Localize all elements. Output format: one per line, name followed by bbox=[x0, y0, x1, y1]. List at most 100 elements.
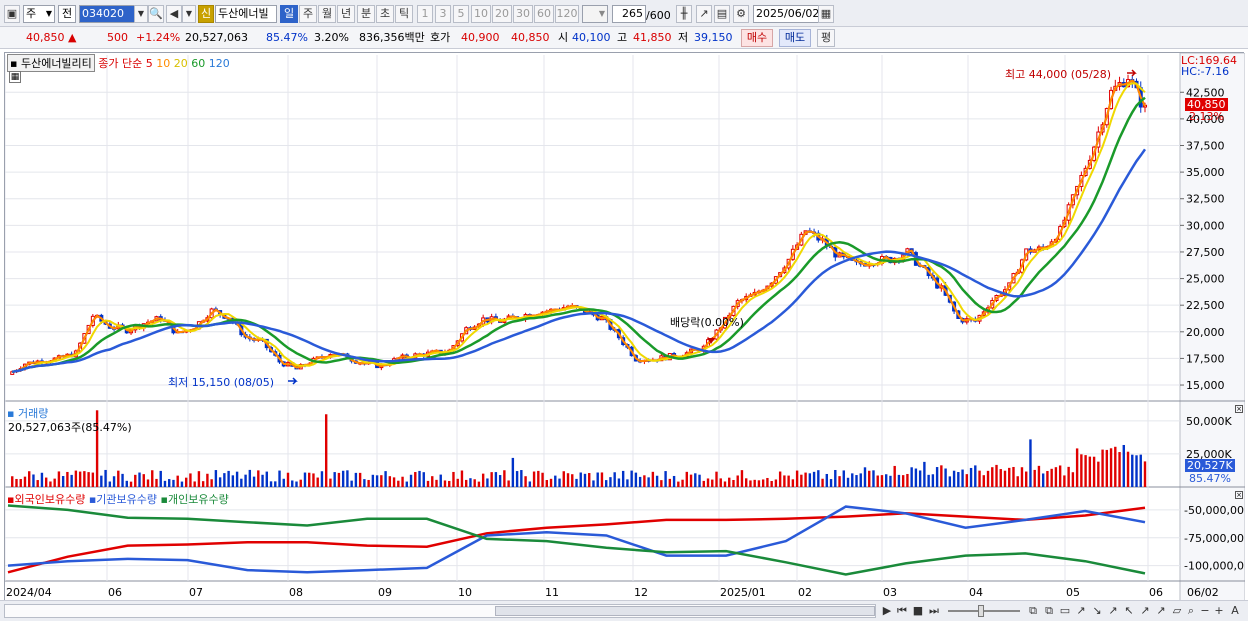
volume-bar bbox=[125, 480, 128, 487]
volume-bar bbox=[732, 479, 735, 487]
open-price: 40,100 bbox=[572, 31, 611, 44]
volume-bar bbox=[142, 474, 145, 487]
price-panel-title[interactable]: ▪ 두산에너빌리티 bbox=[7, 54, 95, 72]
ma5-label[interactable]: 5 bbox=[145, 57, 153, 70]
volume-bar bbox=[303, 472, 307, 487]
institution-holding-label[interactable]: ▪기관보유수량 bbox=[88, 493, 158, 506]
foreign-holding-label[interactable]: ▪외국인보유수량 bbox=[7, 493, 86, 506]
window-icon[interactable]: ▣ bbox=[4, 5, 20, 23]
volume-bar bbox=[452, 471, 455, 487]
sell-button[interactable]: 매도 bbox=[779, 29, 811, 47]
tool-g-icon[interactable]: ▱ bbox=[1172, 604, 1182, 617]
chart-area[interactable]: 2024/04 06 07 08 09 10 11 12 2025/01 02 03 04 05 06 06… bbox=[4, 52, 1245, 602]
ma-indicator-label[interactable]: 종가 단순 bbox=[98, 57, 143, 70]
interval-120[interactable]: 120 bbox=[555, 5, 579, 23]
plus-icon[interactable]: + bbox=[1214, 604, 1224, 617]
scroll-thumb[interactable] bbox=[495, 606, 875, 616]
current-price-tag: 40,850 bbox=[1185, 98, 1228, 111]
rewind-icon[interactable]: ⏮ bbox=[897, 604, 907, 617]
volume-tick-label: 50,000K bbox=[1186, 415, 1232, 428]
tool-b-icon[interactable]: ↘ bbox=[1092, 604, 1102, 617]
period-second-tab[interactable]: 초 bbox=[376, 5, 394, 23]
ma120-label[interactable]: 120 bbox=[208, 57, 230, 70]
save-icon[interactable]: ▤ bbox=[714, 5, 730, 23]
speaker-icon[interactable]: ◀ bbox=[166, 5, 182, 23]
layout2-icon[interactable]: ⧉ bbox=[1045, 604, 1053, 617]
volume-bar bbox=[414, 472, 417, 487]
interval-1[interactable]: 1 bbox=[417, 5, 433, 23]
holding-close-icon[interactable]: × bbox=[1235, 491, 1243, 499]
volume-bar bbox=[1016, 476, 1019, 487]
interval-60[interactable]: 60 bbox=[534, 5, 554, 23]
stock-name-field[interactable]: 두산에너빌 bbox=[215, 5, 277, 23]
date-input[interactable]: 2025/06/02 bbox=[753, 5, 819, 23]
minus-icon[interactable]: − bbox=[1200, 604, 1210, 617]
tool-f-icon[interactable]: ↗ bbox=[1156, 604, 1166, 617]
layout3-icon[interactable]: ▭ bbox=[1059, 604, 1071, 617]
volume-bar bbox=[87, 472, 90, 487]
jeon-button[interactable]: 전 bbox=[58, 5, 76, 23]
interval-10[interactable]: 10 bbox=[471, 5, 491, 23]
volume-close-icon[interactable]: × bbox=[1235, 405, 1243, 413]
drawing-tool-icon[interactable]: ↗ bbox=[696, 5, 712, 23]
ma20-label[interactable]: 20 bbox=[173, 57, 188, 70]
speaker-dropdown-icon[interactable]: ▼ bbox=[182, 5, 196, 23]
time-scrollbar[interactable] bbox=[4, 604, 876, 618]
ma60-label[interactable]: 60 bbox=[191, 57, 206, 70]
volume-bar bbox=[1135, 455, 1138, 487]
individual-holding-label[interactable]: ▪개인보유수량 bbox=[160, 493, 229, 506]
tool-e-icon[interactable]: ↗ bbox=[1140, 604, 1150, 617]
period-week-tab[interactable]: 주 bbox=[299, 5, 317, 23]
zoom-slider-handle[interactable] bbox=[978, 605, 984, 617]
search-icon[interactable]: 🔍 bbox=[148, 5, 164, 23]
candle-type-icon[interactable]: ╫ bbox=[676, 5, 692, 23]
volume-bar bbox=[821, 478, 824, 487]
interval-3[interactable]: 3 bbox=[435, 5, 451, 23]
interval-30[interactable]: 30 bbox=[513, 5, 533, 23]
volume-bar bbox=[562, 471, 565, 487]
ma10-label[interactable]: 10 bbox=[156, 57, 171, 70]
period-month-tab[interactable]: 월 bbox=[318, 5, 336, 23]
volume-bar bbox=[791, 479, 795, 487]
volume-bar bbox=[715, 471, 718, 487]
zoom-slider[interactable] bbox=[948, 605, 1020, 617]
gear-icon[interactable]: ⚙ bbox=[733, 5, 749, 23]
market-select-label: 주 bbox=[26, 7, 37, 20]
calendar-icon[interactable]: ▦ bbox=[818, 5, 834, 23]
market-select[interactable]: 주 ▼ bbox=[23, 5, 55, 23]
count-input[interactable]: 265 bbox=[612, 5, 646, 23]
eval-button[interactable]: 평 bbox=[817, 29, 835, 47]
period-minute-tab[interactable]: 분 bbox=[357, 5, 375, 23]
font-size-icon[interactable]: A bbox=[1231, 604, 1239, 617]
holding-panel-legend: ▪외국인보유수량 ▪기관보유수량 ▪개인보유수량 bbox=[7, 491, 229, 507]
zoom-icon[interactable]: ⌕ bbox=[1187, 604, 1195, 617]
tool-c-icon[interactable]: ↗ bbox=[1108, 604, 1118, 617]
volume-bar bbox=[184, 477, 188, 487]
period-tick-tab[interactable]: 틱 bbox=[395, 5, 413, 23]
volume-bar bbox=[1003, 470, 1007, 487]
calculator-icon[interactable]: ▦ bbox=[9, 71, 21, 83]
volume-panel-title[interactable]: ▪ 거래량 bbox=[7, 407, 49, 420]
interval-5[interactable]: 5 bbox=[453, 5, 469, 23]
credit-badge[interactable]: 신 bbox=[198, 5, 214, 23]
scroll-right-icon[interactable]: ▶ bbox=[882, 604, 892, 617]
code-dropdown-chevron-icon[interactable]: ▼ bbox=[134, 5, 148, 23]
buy-button[interactable]: 매수 bbox=[741, 29, 773, 47]
stock-code-input[interactable]: 034020 bbox=[79, 5, 135, 23]
volume-bar bbox=[375, 475, 379, 487]
volume-bar bbox=[435, 479, 438, 487]
volume-bar bbox=[448, 480, 451, 487]
period-day-tab[interactable]: 일 bbox=[280, 5, 298, 23]
layout1-icon[interactable]: ⧉ bbox=[1029, 604, 1037, 617]
period-year-tab[interactable]: 년 bbox=[337, 5, 355, 23]
interval-20[interactable]: 20 bbox=[492, 5, 512, 23]
price-tick-label: 40,000 bbox=[1186, 113, 1225, 126]
interval-input[interactable]: ▼ bbox=[582, 5, 608, 23]
tool-a-icon[interactable]: ↗ bbox=[1076, 604, 1086, 617]
forward-end-icon[interactable]: ⏭ bbox=[929, 604, 939, 617]
volume-bar bbox=[681, 479, 684, 487]
volume-bar bbox=[846, 477, 850, 487]
stop-icon[interactable]: ■ bbox=[912, 604, 924, 617]
tool-d-icon[interactable]: ↖ bbox=[1124, 604, 1134, 617]
volume-bar bbox=[986, 470, 990, 487]
